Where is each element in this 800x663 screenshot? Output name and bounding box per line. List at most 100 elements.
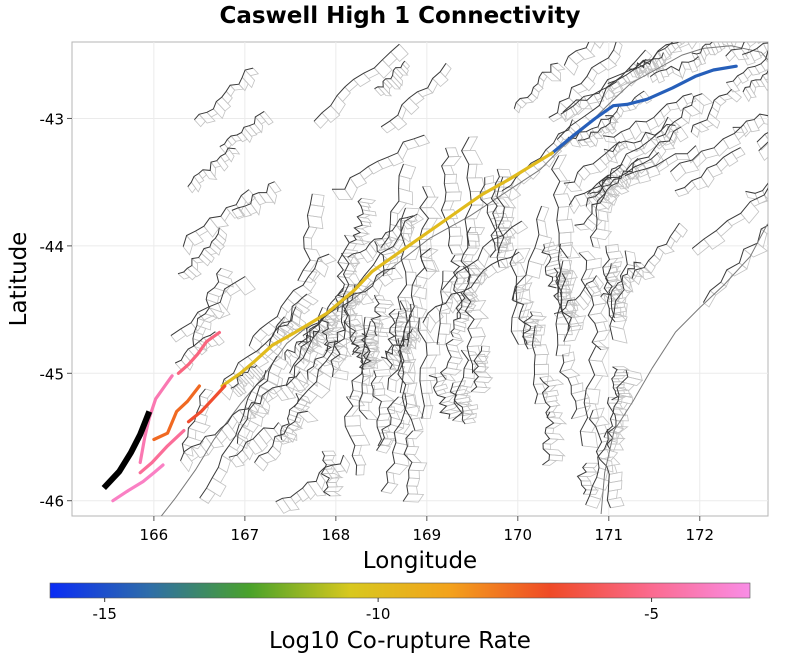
rupture-surface-cell bbox=[775, 103, 784, 120]
fault-trace bbox=[181, 388, 206, 454]
fault-trace bbox=[276, 293, 308, 334]
fault-trace bbox=[388, 308, 398, 346]
fault-trace bbox=[513, 62, 558, 109]
fault-trace bbox=[219, 316, 285, 391]
rupture-surface-cell bbox=[484, 175, 495, 185]
fault-trace bbox=[254, 410, 308, 463]
fault-trace bbox=[556, 49, 646, 140]
rupture-surface-cell bbox=[676, 42, 690, 49]
fault-trace bbox=[219, 110, 265, 148]
rupture-surface-cell bbox=[775, 123, 788, 136]
connected-fault-trace bbox=[550, 64, 738, 155]
fault-trace bbox=[725, 42, 745, 57]
y-tick-label: -43 bbox=[40, 110, 65, 128]
fault-trace bbox=[496, 176, 505, 268]
rupture-surface-cell bbox=[595, 23, 606, 35]
rupture-surface-cell bbox=[796, 97, 800, 112]
rupture-surface-cell bbox=[789, 101, 800, 114]
fault-trace bbox=[275, 454, 344, 503]
rupture-surface-cell bbox=[602, 21, 619, 30]
fault-trace bbox=[387, 303, 412, 390]
rupture-surface-cell bbox=[706, 15, 717, 30]
fault-trace bbox=[548, 42, 617, 118]
rupture-surface-cell bbox=[762, 73, 768, 81]
fault-trace bbox=[439, 338, 454, 380]
fault-trace bbox=[555, 260, 564, 356]
fault-trace bbox=[559, 354, 578, 420]
fault-trace bbox=[574, 175, 621, 226]
rupture-surface-cell bbox=[238, 408, 257, 420]
rupture-surface-cell bbox=[320, 314, 341, 321]
rupture-surface-cell bbox=[310, 193, 325, 207]
fault-trace bbox=[479, 177, 500, 253]
fault-trace bbox=[397, 207, 408, 311]
rupture-surface-cell bbox=[785, 174, 794, 189]
rupture-surface-cell bbox=[733, 124, 749, 141]
fault-trace bbox=[370, 370, 383, 447]
rupture-surface-cell bbox=[588, 345, 610, 362]
fault-trace bbox=[436, 270, 444, 345]
rupture-surface-cell bbox=[612, 141, 626, 154]
rupture-surface-cell bbox=[612, 366, 630, 371]
rupture-surface-cell bbox=[398, 163, 417, 180]
y-tick-label: -44 bbox=[40, 238, 65, 256]
rupture-surface-cell bbox=[295, 371, 308, 388]
rupture-surface-cell bbox=[759, 113, 768, 125]
rupture-surface-cell bbox=[346, 395, 366, 407]
rupture-surface-cell bbox=[368, 320, 383, 333]
rupture-surface-cell bbox=[781, 11, 794, 24]
fault-trace bbox=[334, 234, 350, 312]
fault-trace bbox=[385, 311, 400, 370]
rupture-surface-cell bbox=[780, 103, 792, 111]
fault-trace bbox=[199, 423, 240, 499]
fault-trace bbox=[522, 311, 533, 345]
fault-trace bbox=[452, 349, 470, 421]
fault-trace bbox=[418, 186, 430, 272]
fault-trace bbox=[402, 430, 414, 502]
fault-trace bbox=[578, 252, 602, 351]
rupture-surface-cell bbox=[693, 93, 714, 106]
rupture-surface-cell bbox=[536, 205, 550, 222]
fault-trace bbox=[539, 377, 551, 418]
rupture-surface-cell bbox=[788, 5, 800, 20]
rupture-surface-cell bbox=[730, 42, 737, 49]
fault-trace bbox=[380, 163, 404, 248]
fault-trace bbox=[631, 222, 680, 279]
rupture-surface-cell bbox=[510, 251, 525, 265]
rupture-surface-cell bbox=[442, 270, 458, 283]
fault-trace bbox=[397, 338, 416, 431]
rupture-surface-cell bbox=[585, 42, 596, 53]
rupture-surface-cell bbox=[373, 368, 392, 378]
rupture-surface-cell bbox=[792, 25, 800, 40]
fault-trace bbox=[285, 307, 323, 387]
fault-trace bbox=[606, 397, 617, 451]
rupture-surface-cell bbox=[341, 252, 360, 264]
rupture-surface-cell bbox=[777, 35, 791, 45]
fault-trace bbox=[350, 337, 365, 370]
rupture-surface-cell bbox=[767, 183, 768, 184]
fault-trace bbox=[553, 275, 597, 315]
fault-trace bbox=[577, 116, 612, 141]
rupture-surface-cell bbox=[418, 316, 429, 331]
rupture-surface-cell bbox=[354, 335, 365, 341]
rupture-surface-cell bbox=[361, 332, 381, 337]
rupture-surface-cell bbox=[402, 60, 411, 70]
rupture-surface-cell bbox=[758, 142, 768, 162]
rupture-surface-cell bbox=[767, 142, 768, 144]
fault-trace bbox=[182, 189, 250, 247]
rupture-surface-cell bbox=[234, 276, 256, 296]
fault-trace bbox=[585, 429, 609, 506]
rupture-surface-cell bbox=[319, 315, 339, 332]
rupture-surface-cell bbox=[413, 134, 431, 147]
fault-traces bbox=[170, 42, 768, 508]
fault-trace bbox=[228, 422, 279, 458]
rupture-surface-cell bbox=[767, 50, 768, 52]
rupture-surface-cell bbox=[679, 42, 687, 45]
fault-trace bbox=[742, 42, 768, 55]
fault-trace bbox=[745, 182, 768, 194]
fault-map bbox=[101, 5, 800, 516]
connected-fault-trace bbox=[152, 384, 201, 442]
plot-area bbox=[71, 41, 769, 517]
fault-trace bbox=[319, 316, 333, 352]
rupture-surface-cell bbox=[687, 42, 698, 50]
